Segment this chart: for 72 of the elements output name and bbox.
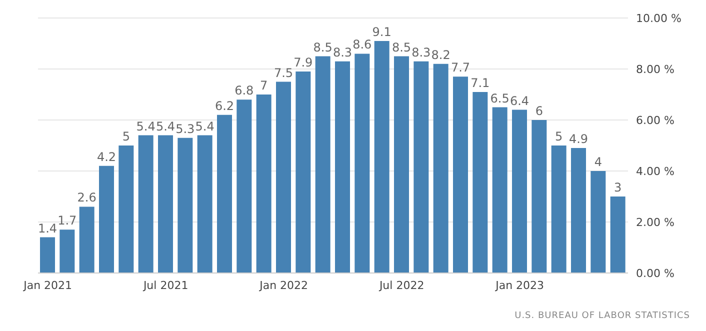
- x-tick-label: Jul 2022: [378, 278, 424, 292]
- x-tick-label: Jul 2021: [142, 278, 188, 292]
- x-tick-label: Jan 2021: [22, 278, 72, 292]
- bar: [256, 94, 272, 273]
- y-tick-label: 10.00 %: [636, 12, 682, 25]
- bar: [433, 64, 448, 273]
- data-label: 8.2: [431, 48, 450, 62]
- bar: [118, 146, 134, 273]
- data-label: 1.7: [58, 214, 77, 228]
- y-tick-label: 0.00 %: [636, 266, 674, 280]
- bar: [315, 56, 330, 273]
- data-label: 6.8: [234, 84, 254, 98]
- data-label: 7.9: [294, 56, 313, 70]
- bar: [590, 171, 606, 273]
- data-label: 2.6: [77, 190, 96, 205]
- bar: [492, 107, 508, 273]
- data-label: 5.4: [195, 119, 214, 134]
- bar: [610, 196, 626, 273]
- bar: [236, 100, 252, 273]
- data-label: 6.5: [490, 91, 510, 106]
- data-label: 5.3: [176, 122, 195, 136]
- data-label: 3: [614, 180, 622, 194]
- data-label: 4.9: [568, 132, 588, 146]
- bar: [217, 114, 232, 273]
- data-label: 4.2: [96, 150, 116, 164]
- data-label: 8.3: [412, 45, 431, 60]
- bar: [60, 230, 75, 273]
- bar: [512, 110, 527, 273]
- y-tick-label: 2.00 %: [636, 216, 674, 229]
- bar: [79, 206, 94, 273]
- data-label: 5: [122, 130, 130, 144]
- data-label: 5: [555, 130, 563, 144]
- bar: [276, 82, 291, 273]
- data-label: 8.5: [313, 40, 332, 54]
- data-label: 5.4: [136, 119, 156, 134]
- bar: [394, 56, 409, 273]
- text: U.S. BUREAU OF LABOR STATISTICS: [514, 311, 690, 321]
- bar: [296, 72, 311, 273]
- bar: [472, 92, 488, 273]
- y-tick-label: 8.00 %: [636, 62, 674, 76]
- data-label: 6.2: [214, 98, 234, 113]
- bar: [197, 135, 212, 273]
- data-label: 8.6: [352, 38, 372, 52]
- data-label: 9.1: [372, 24, 392, 39]
- data-label: 8.3: [332, 45, 352, 60]
- bar: [551, 146, 566, 273]
- bar: [453, 76, 468, 273]
- data-label: 7.1: [470, 76, 490, 90]
- data-label: 4: [594, 155, 602, 169]
- data-label: 7.7: [450, 60, 470, 75]
- y-tick-label: 6.00 %: [636, 114, 674, 127]
- data-label: 6.4: [510, 94, 530, 108]
- y-tick-label: 4.00 %: [636, 164, 674, 178]
- bar: [532, 120, 547, 273]
- x-tick-label: Jan 2022: [258, 278, 308, 292]
- data-label: 5.4: [156, 119, 176, 134]
- data-label: 1.4: [38, 221, 58, 236]
- bar: [138, 135, 154, 273]
- data-label: 8.5: [392, 40, 412, 54]
- data-label: 7.5: [274, 66, 294, 80]
- bar: [99, 166, 114, 273]
- bar: [571, 148, 586, 273]
- bar: [40, 237, 55, 273]
- data-label: 7: [260, 78, 268, 92]
- bar: [354, 54, 370, 273]
- x-tick-label: Jan 2023: [494, 278, 544, 292]
- bar: [158, 135, 173, 273]
- bar: [335, 61, 350, 273]
- bar: [374, 40, 390, 273]
- bar: [414, 61, 429, 273]
- bar: [178, 138, 193, 273]
- data-label: 6: [535, 104, 543, 118]
